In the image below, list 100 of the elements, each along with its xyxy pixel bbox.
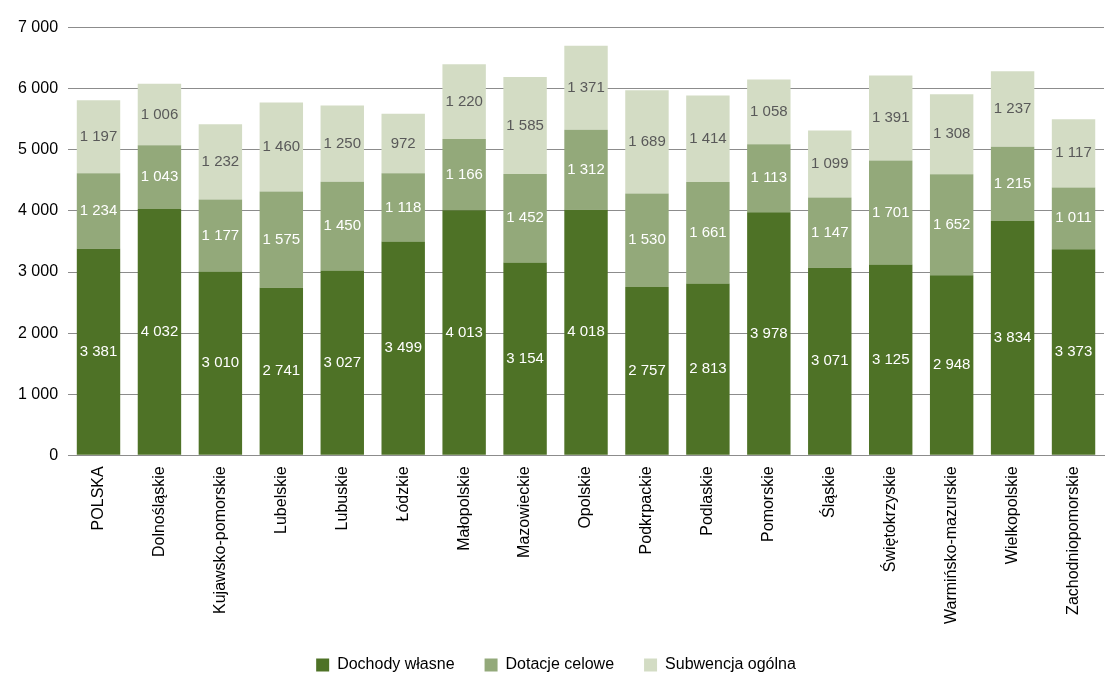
data-label: 1 530 (628, 230, 666, 248)
x-tick-label: POLSKA (88, 466, 106, 531)
data-label: 3 834 (993, 328, 1032, 346)
data-label: 2 813 (689, 359, 727, 377)
x-tick-label: Pomorskie (759, 466, 777, 542)
data-label: 1 197 (79, 126, 118, 144)
data-label: 3 027 (323, 352, 362, 370)
bar (747, 212, 791, 455)
y-tick-label: 2 000 (17, 323, 59, 341)
data-label: 1 006 (140, 104, 179, 122)
bar (381, 113, 425, 174)
data-label: 1 460 (262, 137, 301, 155)
bar (137, 83, 182, 146)
legend-label: Dochody własne (337, 655, 455, 673)
data-label: 1 250 (323, 133, 362, 151)
x-tick-label: Łódzkie (393, 466, 411, 522)
bar (503, 77, 547, 174)
y-tick-label: 7 000 (17, 18, 59, 36)
data-label: 1 215 (993, 174, 1032, 192)
bar (929, 174, 974, 276)
data-label: 1 575 (262, 229, 301, 247)
bar (381, 241, 425, 455)
x-tick-label: Dolnośląskie (149, 466, 167, 558)
data-label: 4 013 (445, 322, 483, 340)
data-label: 1 232 (201, 151, 240, 169)
y-tick-label: 0 (49, 445, 59, 463)
bar (990, 221, 1035, 455)
data-label: 1 147 (811, 222, 849, 240)
bar (808, 267, 852, 455)
data-label: 1 450 (323, 216, 362, 234)
bar (808, 130, 852, 198)
data-label: 1 312 (567, 159, 605, 177)
bar (747, 79, 791, 145)
bar (198, 271, 243, 455)
x-tick-label: Podkrpackie (637, 466, 655, 555)
bar (869, 264, 913, 455)
bar (686, 283, 730, 455)
data-label: 3 499 (384, 338, 422, 356)
bar (76, 100, 121, 174)
bar (869, 75, 913, 161)
data-label: 1 585 (506, 115, 544, 133)
bar (442, 64, 486, 139)
bar (564, 45, 608, 130)
data-label: 3 010 (201, 353, 240, 371)
data-label: 1 234 (79, 201, 118, 219)
x-tick-label: Kujawsko-pomorskie (210, 466, 228, 614)
data-label: 1 237 (993, 99, 1032, 117)
x-tick-label: Opolskie (576, 466, 594, 529)
data-label: 1 220 (445, 91, 483, 109)
bar (442, 138, 486, 211)
data-label: 1 308 (932, 124, 971, 142)
bar (625, 90, 669, 194)
bar (929, 275, 974, 455)
y-tick-label: 6 000 (17, 79, 59, 97)
data-label: 1 652 (932, 214, 971, 232)
x-tick-label: Mazowieckie (515, 466, 533, 558)
data-label: 2 741 (262, 361, 301, 379)
bar (259, 287, 304, 455)
bar (198, 124, 243, 200)
data-label: 1 661 (689, 222, 727, 240)
data-label: 2 757 (628, 361, 666, 379)
bar (747, 144, 791, 213)
bar (990, 146, 1035, 222)
bar (686, 181, 730, 284)
x-tick-label: Podlaskie (698, 466, 716, 536)
data-label: 1 113 (750, 168, 788, 186)
bar (625, 193, 669, 287)
bar (320, 105, 364, 182)
data-label: 1 118 (384, 197, 422, 215)
data-label: 2 948 (932, 355, 971, 373)
bar (137, 208, 182, 455)
bar (198, 199, 243, 272)
x-tick-label: Zachodniopomorskie (1063, 466, 1081, 615)
bar (929, 94, 974, 175)
data-label: 1 371 (567, 77, 605, 95)
bar (320, 181, 364, 271)
bar (503, 262, 547, 455)
x-tick-label: Śląskie (819, 466, 838, 518)
data-label: 1 391 (871, 108, 910, 126)
data-label: 4 032 (140, 322, 179, 340)
bar (442, 210, 486, 455)
x-tick-label: Lubelskie (271, 466, 289, 534)
data-label: 4 018 (567, 322, 605, 340)
bar (808, 197, 852, 268)
bar (76, 173, 121, 249)
bar (869, 160, 913, 265)
y-tick-label: 1 000 (17, 384, 59, 402)
data-label: 972 (390, 133, 416, 151)
x-tick-label: Małopolskie (454, 466, 472, 551)
bar (564, 209, 608, 455)
data-label: 1 117 (1055, 143, 1092, 161)
data-label: 3 071 (811, 351, 849, 369)
y-tick-label: 5 000 (17, 140, 59, 158)
data-label: 1 011 (1055, 208, 1092, 226)
data-label: 1 058 (750, 102, 788, 120)
bar (259, 191, 304, 288)
bar (1051, 249, 1096, 455)
data-label: 1 043 (140, 167, 179, 185)
data-label: 1 099 (811, 154, 849, 172)
data-label: 3 373 (1054, 342, 1093, 360)
